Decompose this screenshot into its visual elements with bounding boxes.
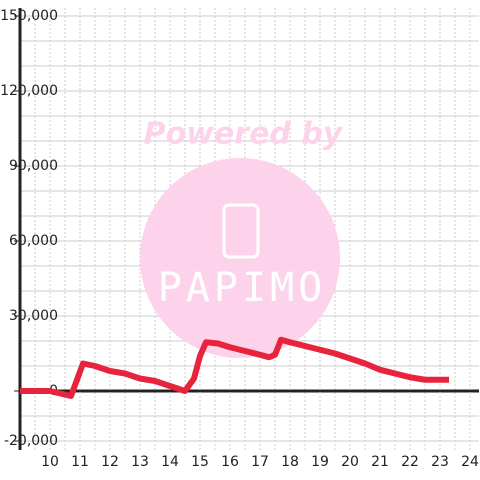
y-tick-label: 90,000 <box>9 158 58 174</box>
x-tick-label: 14 <box>161 454 179 470</box>
watermark-icon <box>222 203 260 259</box>
y-tick-label: 30,000 <box>9 308 58 324</box>
x-tick-label: 10 <box>41 454 59 470</box>
x-tick-label: 20 <box>341 454 359 470</box>
watermark-text: Powered by <box>144 117 344 152</box>
y-tick-label: 120,000 <box>0 83 58 99</box>
grid <box>20 8 479 450</box>
x-tick-label: 24 <box>461 454 479 470</box>
x-tick-label: 23 <box>431 454 449 470</box>
x-tick-label: 18 <box>281 454 299 470</box>
y-tick-label: 150,000 <box>0 8 58 24</box>
watermark-logo: PAPIMO <box>158 265 327 311</box>
line <box>20 336 449 399</box>
x-tick-label: 11 <box>71 454 89 470</box>
x-tick-label: 21 <box>371 454 389 470</box>
x-tick-label: 22 <box>401 454 419 470</box>
watermark: Powered by PAPIMO <box>140 117 344 358</box>
x-tick-label: 15 <box>191 454 209 470</box>
x-tick-label: 19 <box>311 454 329 470</box>
x-tick-label: 12 <box>101 454 119 470</box>
y-tick-label: 60,000 <box>9 233 58 249</box>
x-tick-label: 17 <box>251 454 269 470</box>
x-tick-label: 13 <box>131 454 149 470</box>
x-tick-label: 16 <box>221 454 239 470</box>
y-tick-label: -20,000 <box>4 433 58 449</box>
